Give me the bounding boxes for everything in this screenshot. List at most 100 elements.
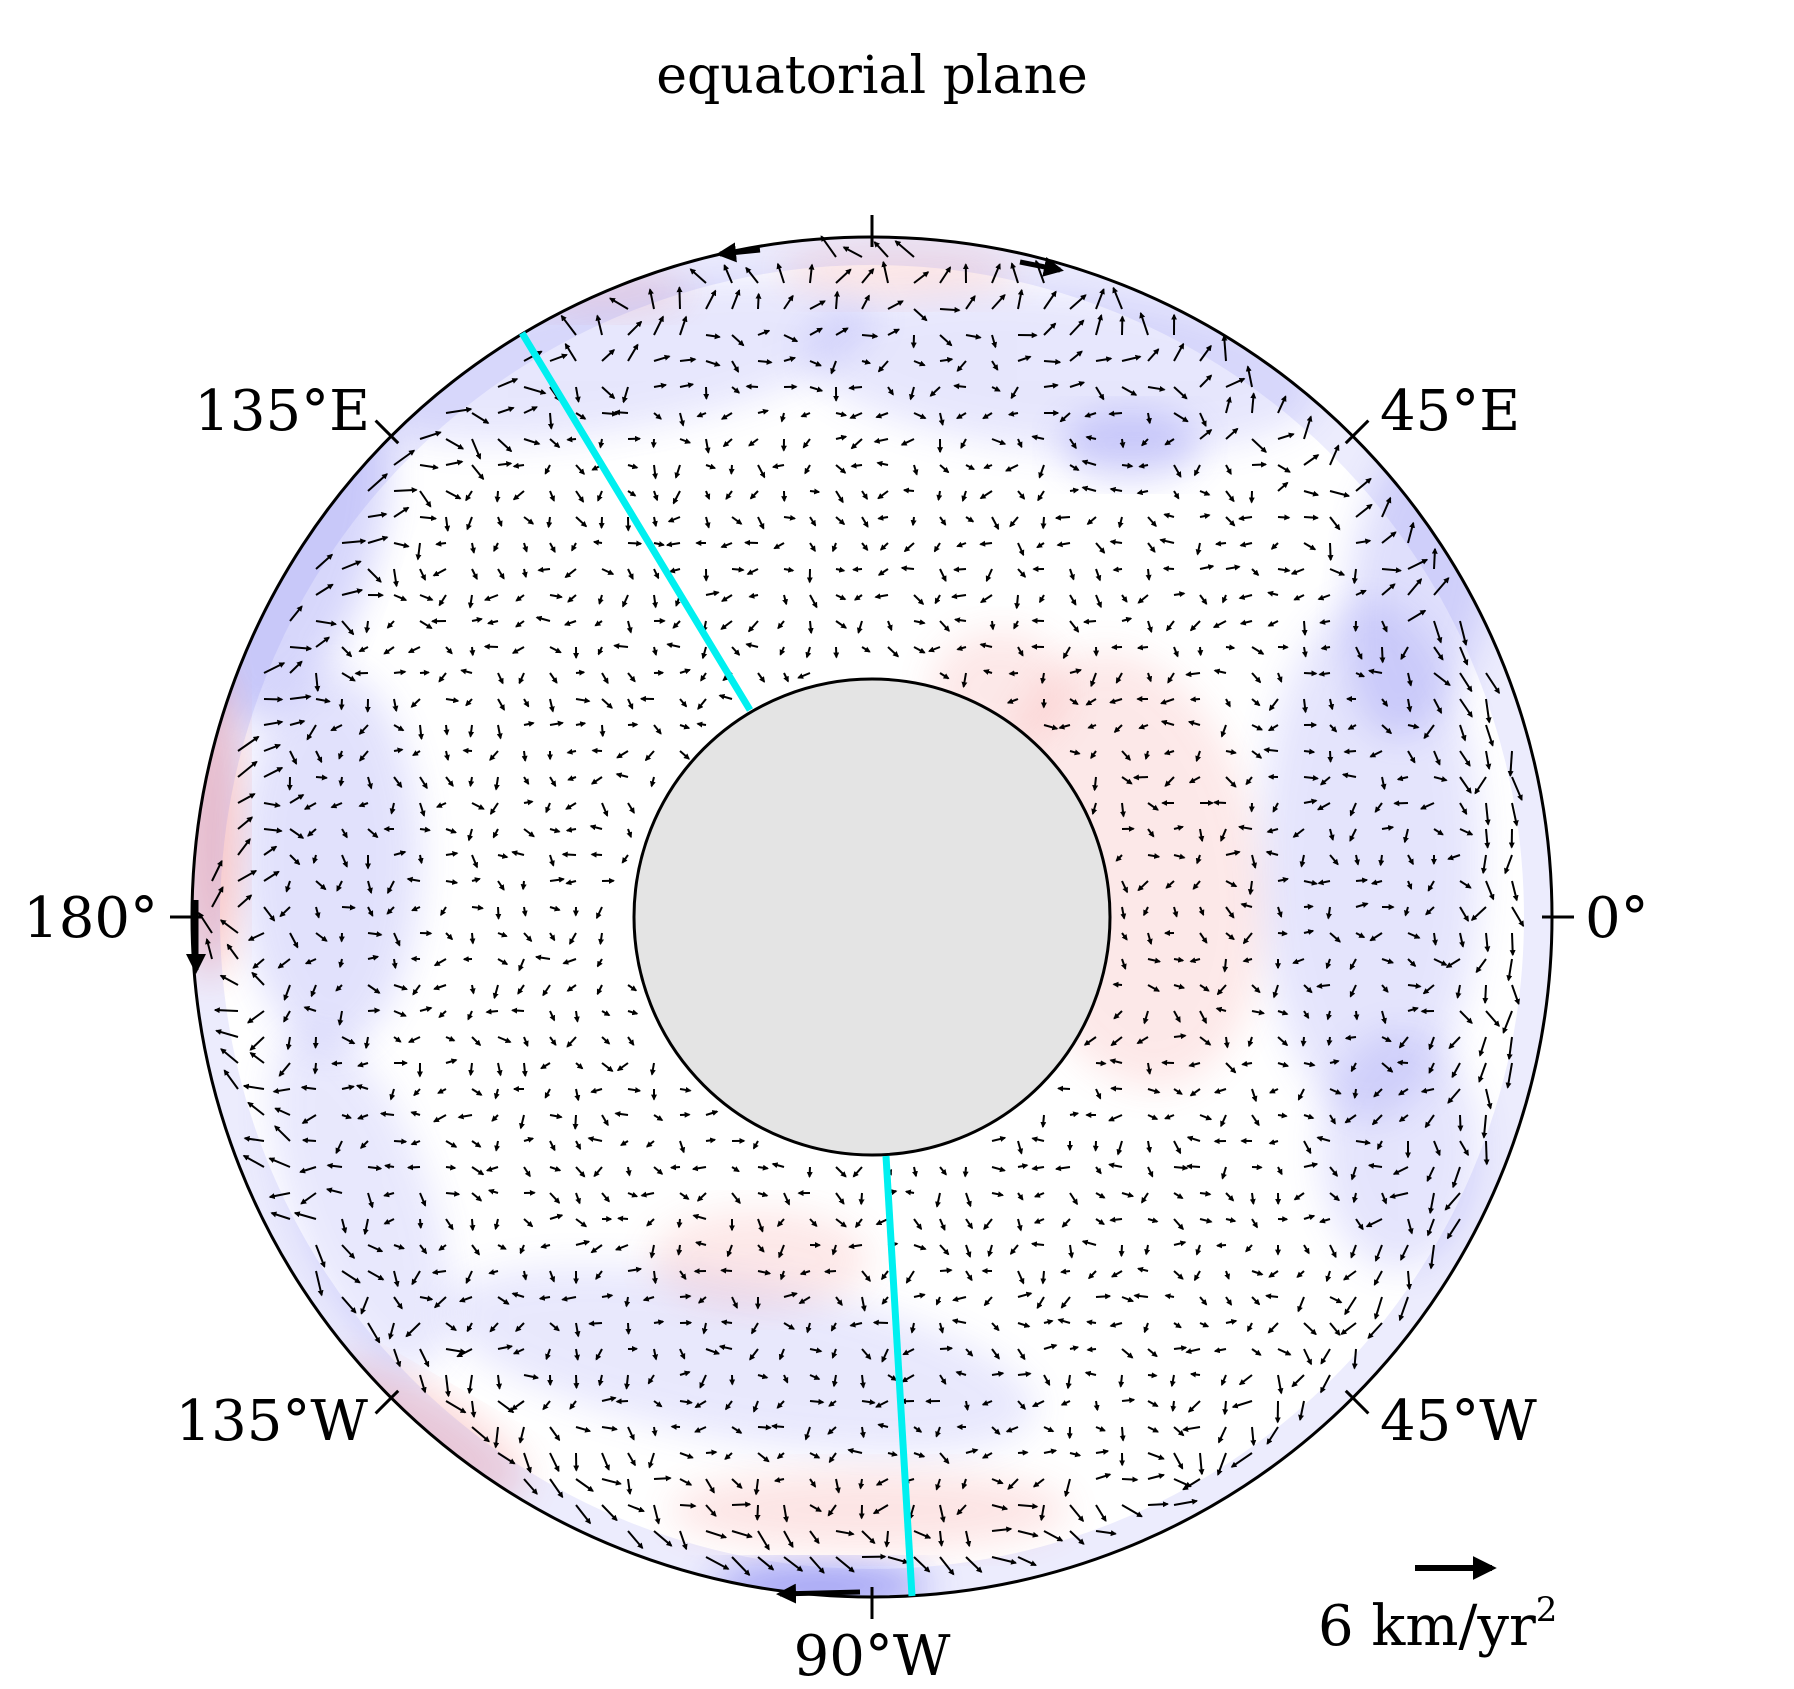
field-arrow [679,356,697,363]
field-arrow [392,698,399,712]
field-arrow [1220,1114,1227,1128]
field-arrow [386,880,395,894]
field-arrow [679,698,688,708]
field-arrow [979,540,993,547]
field-arrow [1173,1270,1184,1280]
field-arrow [263,766,284,778]
field-arrow [1329,568,1346,576]
field-arrow [263,719,284,726]
field-arrow [691,1165,707,1172]
field-arrow [1192,880,1201,890]
field-arrow [1017,1291,1033,1298]
field-arrow [379,1111,395,1118]
field-arrow [1224,1270,1231,1280]
field-arrow [887,300,904,310]
field-arrow [388,1322,395,1340]
field-arrow [1238,594,1253,600]
field-arrow [223,1069,239,1090]
field-arrow [901,1374,915,1383]
field-arrow [651,1426,658,1437]
field-arrow [679,1502,697,1509]
field-arrow [601,672,609,685]
field-arrow [1269,1087,1279,1094]
field-arrow [1109,1216,1123,1223]
field-arrow [445,1190,461,1197]
field-arrow [367,511,388,518]
field-arrow [954,617,967,624]
field-arrow [875,1478,889,1486]
field-arrow [965,1556,983,1573]
field-arrow [601,1010,611,1017]
field-arrow [1378,854,1385,867]
field-arrow [725,490,733,500]
field-arrow [835,464,847,474]
field-arrow [626,620,633,634]
field-arrow [575,1426,592,1433]
field-arrow [497,1036,512,1044]
field-arrow [847,1448,863,1454]
field-arrow [1343,1270,1357,1281]
field-arrow [419,776,428,790]
field-arrow [497,958,509,966]
field-arrow [393,984,408,991]
field-arrow [410,1110,421,1117]
field-arrow [341,1218,348,1234]
field-arrow [653,1400,663,1408]
field-arrow [1381,620,1388,633]
field-arrow [881,1296,889,1305]
field-arrow [938,1530,945,1547]
field-arrow [549,1452,560,1473]
field-arrow [877,514,889,521]
field-arrow [1081,485,1097,492]
field-arrow [497,853,509,859]
field-arrow [696,721,707,728]
field-arrow [330,724,343,732]
field-arrow [939,672,950,680]
field-arrow [1120,906,1127,920]
field-arrow [653,354,671,362]
field-arrow [1426,1218,1435,1237]
field-arrow [249,1052,265,1064]
field-arrow [1347,724,1357,730]
field-arrow [755,292,762,310]
field-arrow [1086,1346,1097,1353]
field-arrow [757,1424,772,1431]
field-arrow [835,1530,855,1537]
field-arrow [468,776,475,788]
field-arrow [1136,1036,1149,1045]
field-arrow [1245,776,1253,786]
field-arrow [1433,620,1443,644]
field-arrow [621,594,629,608]
field-arrow [1132,774,1149,781]
field-arrow [983,1296,993,1307]
field-arrow [1173,1140,1182,1155]
field-arrow [752,1400,759,1413]
field-arrow [835,1166,847,1178]
field-arrow [861,1399,876,1406]
field-arrow [1173,983,1186,990]
field-arrow [1121,1476,1139,1483]
field-arrow [1251,646,1265,655]
field-arrow [720,542,733,549]
field-arrow [809,300,826,310]
cyan-line-lower [882,1155,916,1597]
field-arrow [1485,1088,1493,1110]
field-arrow [981,1452,993,1459]
field-arrow [341,1036,356,1045]
field-arrow [881,1348,889,1363]
field-arrow [1199,594,1208,605]
field-arrow [929,386,941,397]
field-arrow [405,1322,421,1338]
field-arrow [601,1504,618,1522]
field-arrow [393,542,410,549]
field-arrow [491,1114,499,1122]
field-arrow [613,643,629,650]
field-arrow [1147,620,1153,634]
field-arrow [668,567,681,574]
field-arrow [485,1166,499,1172]
lon-label-0: 0° [1585,886,1649,951]
field-arrow [549,490,555,502]
field-arrow [438,672,447,683]
field-arrow [1069,319,1085,336]
field-arrow [875,1400,889,1408]
